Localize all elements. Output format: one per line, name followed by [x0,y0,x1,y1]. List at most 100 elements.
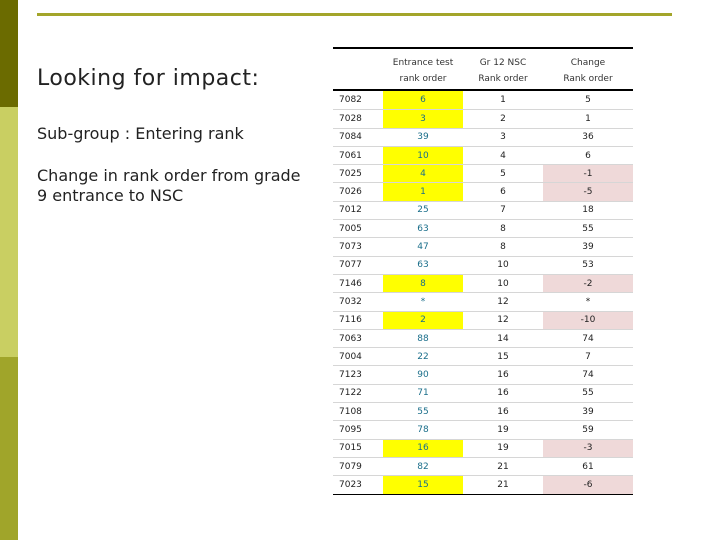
table-row: 7077 63 10 53 [333,255,633,274]
cell-change: 61 [582,461,594,472]
table-row: 7032 * 12 * [333,292,633,310]
table-row: 7122 71 16 55 [333,383,633,402]
cell-nsc: 21 [497,461,509,472]
header-entrance-line1: Entrance test [392,58,454,68]
cell-change: -2 [543,274,633,293]
cell-nsc: 19 [497,443,509,454]
table-row: 7015 16 19 -3 [333,438,633,457]
cell-entrance: 71 [417,388,429,399]
cell-id: 7095 [339,424,362,435]
header-entrance-line2: rank order [399,74,447,84]
header-nsc-line1: Gr 12 NSC [479,58,527,68]
cell-nsc: 1 [500,95,506,106]
cell-nsc: 6 [500,187,506,198]
table-row: 7023 15 21 -6 [333,475,633,494]
cell-nsc: 21 [497,479,509,490]
table-row: 7146 8 10 -2 [333,273,633,293]
cell-id: 7026 [339,187,362,198]
cell-nsc: 19 [497,424,509,435]
cell-change: * [585,296,591,307]
cell-id: 7082 [339,95,362,106]
cell-entrance: 16 [383,439,463,457]
cell-id: 7015 [339,443,362,454]
table-row: 7073 47 8 39 [333,237,633,255]
cell-nsc: 12 [497,296,509,307]
cell-id: 7108 [339,406,362,417]
cell-change: 18 [582,205,594,216]
cell-change: 6 [585,150,591,161]
cell-change: 53 [582,260,594,271]
cell-nsc: 10 [497,278,509,289]
table-bottom-rule [333,493,633,496]
cell-change: 39 [582,242,594,253]
cell-entrance: 78 [417,424,429,435]
cell-nsc: 16 [497,370,509,381]
cell-change: 39 [582,406,594,417]
table-row: 7116 2 12 -10 [333,310,633,329]
cell-id: 7122 [339,388,362,399]
cell-change: 74 [582,333,594,344]
cell-id: 7079 [339,461,362,472]
cell-id: 7073 [339,242,362,253]
cell-change: -10 [543,311,633,329]
header-change: Change Rank order [543,49,633,89]
cell-entrance: * [420,296,426,307]
cell-change: -6 [543,476,633,494]
cell-nsc: 14 [497,333,509,344]
top-divider [37,13,672,16]
table-row: 7079 82 21 61 [333,456,633,475]
cell-entrance: 22 [417,351,429,362]
cell-nsc: 10 [497,260,509,271]
cell-nsc: 3 [500,132,506,143]
cell-nsc: 4 [500,150,506,161]
cell-change: 36 [582,132,594,143]
cell-change: -5 [543,183,633,201]
cell-entrance: 39 [417,132,429,143]
cell-nsc: 7 [500,205,506,216]
cell-change: 59 [582,424,594,435]
cell-id: 7028 [339,113,362,124]
cell-change: 55 [582,223,594,234]
cell-id: 7077 [339,260,362,271]
table-row: 7026 1 6 -5 [333,182,633,201]
header-change-line1: Change [570,58,606,68]
slide-description: Change in rank order from grade 9 entran… [37,166,301,205]
cell-nsc: 8 [500,242,506,253]
table-top-rule [333,47,633,49]
cell-entrance: 1 [383,183,463,201]
cell-entrance: 15 [383,476,463,494]
cell-id: 7123 [339,370,362,381]
cell-id: 7012 [339,205,362,216]
table-row: 7082 6 1 5 [333,91,633,110]
cell-id: 7146 [339,278,362,289]
table-row: 7108 55 16 39 [333,402,633,420]
header-id [333,49,383,89]
table-header: Entrance test rank order Gr 12 NSC Rank … [333,49,633,91]
table-row: 7012 25 7 18 [333,200,633,219]
header-change-line2: Rank order [563,74,613,84]
rank-table: Entrance test rank order Gr 12 NSC Rank … [333,47,633,496]
cell-change: 74 [582,370,594,381]
cell-entrance: 25 [417,205,429,216]
header-nsc-line2: Rank order [478,74,528,84]
cell-nsc: 8 [500,223,506,234]
header-entrance: Entrance test rank order [383,49,463,89]
cell-id: 7061 [339,150,362,161]
table-body: 7082 6 1 5 7028 3 2 1 7084 39 3 36 7061 10 4 6 7025 4 5 -1 7… [333,91,633,494]
cell-entrance: 55 [417,406,429,417]
cell-id: 7116 [339,315,362,326]
decor-bar-top [0,0,18,107]
decor-bar-middle [0,107,18,357]
cell-change: 5 [585,95,591,106]
header-nsc: Gr 12 NSC Rank order [463,49,543,89]
cell-change: -3 [543,439,633,457]
cell-entrance: 88 [417,333,429,344]
cell-nsc: 16 [497,388,509,399]
cell-entrance: 4 [383,165,463,183]
cell-change: 7 [585,351,591,362]
cell-entrance: 63 [417,260,429,271]
cell-id: 7025 [339,168,362,179]
cell-change: 55 [582,388,594,399]
cell-entrance: 90 [417,370,429,381]
cell-nsc: 2 [500,113,506,124]
